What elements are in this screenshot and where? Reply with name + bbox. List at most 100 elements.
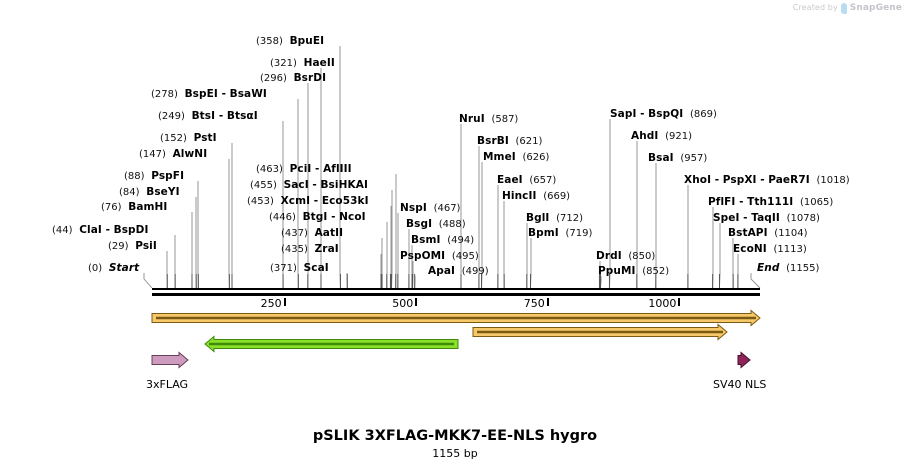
enzyme-label[interactable]: PspOMI (495) [400, 250, 479, 263]
enzyme-name[interactable]: BsmI [411, 234, 441, 246]
enzyme-name[interactable]: EcoNI [733, 243, 767, 255]
enzyme-label[interactable]: End (1155) [757, 262, 819, 275]
enzyme-name[interactable]: BsaI [648, 152, 674, 164]
enzyme-label[interactable]: (435) ZraI [281, 243, 339, 256]
enzyme-label[interactable]: BsmI (494) [411, 234, 474, 247]
enzyme-name[interactable]: HaeII [303, 57, 335, 69]
enzyme-name[interactable]: XcmI [280, 195, 311, 207]
enzyme-label[interactable]: SapI - BspQI (869) [610, 108, 717, 121]
enzyme-label[interactable]: PpuMI (852) [598, 265, 669, 278]
enzyme-name[interactable]: PciI [289, 163, 312, 175]
enzyme-name[interactable]: MmeI [483, 151, 516, 163]
enzyme-label[interactable]: BsgI (488) [406, 218, 466, 231]
enzyme-name[interactable]: ScaI [303, 262, 329, 274]
enzyme-name[interactable]: PspFI [151, 170, 185, 182]
enzyme-name[interactable]: Eco53kI [321, 195, 369, 207]
enzyme-name[interactable]: EaeI [497, 174, 523, 186]
feature-label[interactable]: SV40 NLS [713, 378, 767, 391]
enzyme-label[interactable]: BglI (712) [526, 212, 583, 225]
enzyme-label[interactable]: (446) BtgI - NcoI [269, 211, 366, 224]
feature-label[interactable]: 3xFLAG [146, 378, 189, 391]
enzyme-name[interactable]: BtsI [191, 110, 216, 122]
enzyme-label[interactable]: EcoNI (1113) [733, 243, 807, 256]
enzyme-label[interactable]: (463) PciI - AflIII [256, 163, 352, 176]
enzyme-name[interactable]: DrdI [596, 250, 622, 262]
enzyme-name[interactable]: BpmI [528, 227, 559, 239]
enzyme-label[interactable]: (0) Start [88, 262, 139, 275]
enzyme-label[interactable]: (84) BseYI [119, 186, 180, 199]
enzyme-label[interactable]: SpeI - TaqII (1078) [713, 212, 820, 225]
enzyme-name[interactable]: AhdI [631, 130, 659, 142]
enzyme-name[interactable]: BtsαI [226, 110, 258, 122]
enzyme-name[interactable]: NspI [400, 202, 427, 214]
enzyme-label[interactable]: XhoI - PspXI - PaeR7I (1018) [684, 174, 850, 187]
enzyme-name[interactable]: TaqII [751, 212, 780, 224]
enzyme-label[interactable]: EaeI (657) [497, 174, 556, 187]
enzyme-label[interactable]: (88) PspFI [124, 170, 184, 183]
enzyme-name[interactable]: BspDI [113, 224, 149, 236]
enzyme-name[interactable]: SpeI [713, 212, 740, 224]
enzyme-name[interactable]: BglI [526, 212, 550, 224]
enzyme-label[interactable]: NspI (467) [400, 202, 460, 215]
enzyme-name[interactable]: BspQI [648, 108, 684, 120]
enzyme-label[interactable]: (371) ScaI [270, 262, 329, 275]
enzyme-label[interactable]: PflFI - Tth111I (1065) [708, 196, 833, 209]
enzyme-label[interactable]: BpmI (719) [528, 227, 592, 240]
enzyme-name[interactable]: AatII [314, 227, 344, 239]
enzyme-name[interactable]: Tth111I [747, 196, 794, 208]
enzyme-name[interactable]: NcoI [339, 211, 366, 223]
enzyme-name[interactable]: BsrDI [293, 72, 327, 84]
enzyme-name[interactable]: PpuMI [598, 265, 636, 277]
enzyme-label[interactable]: (437) AatII [281, 227, 343, 240]
enzyme-label[interactable]: HincII (669) [502, 190, 570, 203]
enzyme-label[interactable]: (44) ClaI - BspDI [52, 224, 149, 237]
enzyme-name[interactable]: AlwNI [172, 148, 208, 160]
enzyme-name[interactable]: BsiHKAI [320, 179, 368, 191]
enzyme-label[interactable]: (358) BpuEI [256, 35, 324, 48]
enzyme-label[interactable]: AhdI (921) [631, 130, 692, 143]
enzyme-name[interactable]: ApaI [428, 265, 456, 277]
enzyme-label[interactable]: (296) BsrDI [260, 72, 326, 85]
enzyme-name[interactable]: BtgI [302, 211, 328, 223]
enzyme-label[interactable]: BsaI (957) [648, 152, 707, 165]
enzyme-label[interactable]: (453) XcmI - Eco53kI [247, 195, 369, 208]
enzyme-label[interactable]: ApaI (499) [428, 265, 489, 278]
enzyme-label[interactable]: DrdI (850) [596, 250, 655, 263]
enzyme-name[interactable]: PstI [193, 132, 217, 144]
enzyme-name[interactable]: SacI [283, 179, 309, 191]
enzyme-name[interactable]: BseYI [146, 186, 180, 198]
enzyme-name[interactable]: SapI [610, 108, 637, 120]
sv40-nls-arrow[interactable] [737, 351, 751, 369]
enzyme-label[interactable]: (152) PstI [160, 132, 217, 145]
enzyme-label[interactable]: (76) BamHI [101, 201, 167, 214]
enzyme-name[interactable]: XhoI [684, 174, 712, 186]
enzyme-label[interactable]: (249) BtsI - BtsαI [158, 110, 258, 123]
enzyme-name[interactable]: ZraI [314, 243, 339, 255]
enzyme-name[interactable]: BstAPI [728, 227, 768, 239]
enzyme-label[interactable]: MmeI (626) [483, 151, 549, 164]
enzyme-name[interactable]: Start [108, 262, 140, 274]
enzyme-label[interactable]: (29) PsiI [108, 240, 157, 253]
enzyme-label[interactable]: (278) BspEI - BsaWI [151, 88, 267, 101]
enzyme-label[interactable]: (147) AlwNI [139, 148, 207, 161]
3xflag-arrow[interactable] [151, 351, 189, 369]
enzyme-name[interactable]: PsiI [135, 240, 157, 252]
enzyme-label[interactable]: NruI (587) [459, 113, 518, 126]
enzyme-name[interactable]: ClaI [79, 224, 102, 236]
enzyme-name[interactable]: AflIII [323, 163, 352, 175]
enzyme-name[interactable]: BsaWI [229, 88, 267, 100]
enzyme-name[interactable]: PflFI [708, 196, 736, 208]
enzyme-label[interactable]: BstAPI (1104) [728, 227, 808, 240]
enzyme-name[interactable]: BspEI [184, 88, 218, 100]
enzyme-name[interactable]: PspOMI [400, 250, 446, 262]
enzyme-label[interactable]: BsrBI (621) [477, 135, 542, 148]
enzyme-name[interactable]: BamHI [128, 201, 168, 213]
enzyme-name[interactable]: NruI [459, 113, 485, 125]
enzyme-name[interactable]: BpuEI [289, 35, 325, 47]
enzyme-name[interactable]: PspXI [722, 174, 757, 186]
enzyme-name[interactable]: HincII [502, 190, 537, 202]
enzyme-name[interactable]: BsrBI [477, 135, 509, 147]
enzyme-label[interactable]: (455) SacI - BsiHKAI [250, 179, 368, 192]
enzyme-name[interactable]: PaeR7I [768, 174, 810, 186]
enzyme-label[interactable]: (321) HaeII [270, 57, 335, 70]
